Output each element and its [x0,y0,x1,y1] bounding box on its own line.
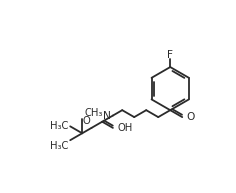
Text: H₃C: H₃C [50,141,69,151]
Text: O: O [82,116,90,126]
Text: F: F [167,51,173,60]
Text: CH₃: CH₃ [84,108,103,118]
Text: N: N [103,111,111,121]
Text: H₃C: H₃C [50,121,69,131]
Text: OH: OH [118,123,133,133]
Text: O: O [187,112,195,122]
